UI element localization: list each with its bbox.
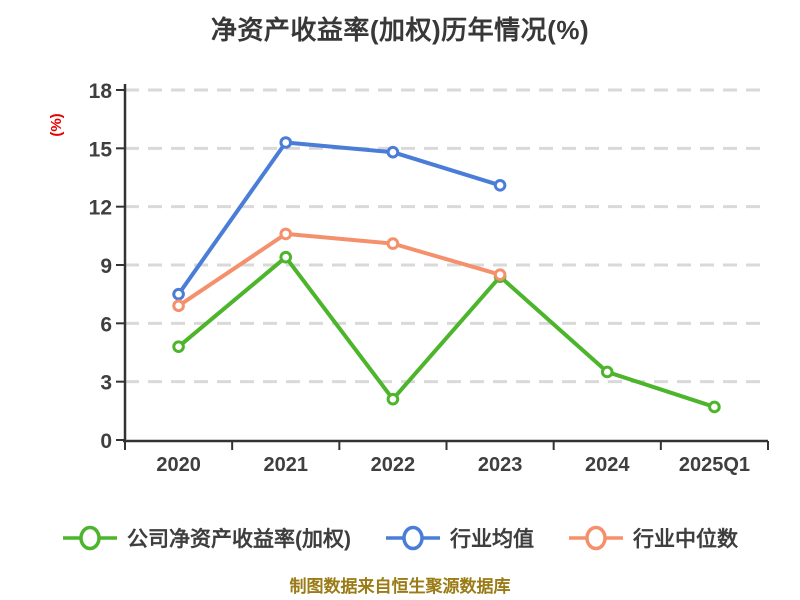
legend-item-company: 公司净资产收益率(加权) bbox=[62, 523, 351, 553]
data-point-marker bbox=[493, 268, 507, 282]
legend-label-industry-mean: 行业均值 bbox=[450, 528, 534, 551]
legend-item-industry-mean: 行业均值 bbox=[385, 523, 534, 553]
y-axis-unit-label: (%) bbox=[48, 113, 65, 136]
y-tick-label: 15 bbox=[89, 138, 113, 161]
data-point-marker bbox=[279, 136, 293, 149]
x-tick-label: 2025Q1 bbox=[679, 454, 750, 476]
data-point-marker bbox=[172, 340, 185, 353]
x-tick-label: 2020 bbox=[156, 454, 201, 476]
data-point-marker bbox=[600, 365, 614, 379]
y-tick-label: 6 bbox=[100, 313, 112, 336]
x-tick-label: 2023 bbox=[478, 454, 523, 476]
data-point-marker bbox=[172, 299, 185, 313]
y-tick-label: 0 bbox=[100, 430, 112, 453]
x-tick-label: 2021 bbox=[264, 454, 309, 476]
legend-marker-company-icon bbox=[63, 525, 117, 551]
y-tick-label: 9 bbox=[100, 255, 112, 278]
data-point-marker bbox=[279, 227, 293, 241]
data-point-marker bbox=[279, 250, 293, 264]
y-tick-label: 18 bbox=[89, 80, 113, 103]
legend-item-industry-median: 行业中位数 bbox=[568, 523, 738, 553]
legend-label-industry-median: 行业中位数 bbox=[633, 528, 738, 551]
x-tick-label: 2024 bbox=[585, 454, 630, 476]
data-point-marker bbox=[172, 287, 185, 301]
data-source-caption: 制图数据来自恒生聚源数据库 bbox=[289, 577, 511, 596]
series-line-1 bbox=[176, 140, 503, 297]
data-point-marker bbox=[708, 400, 721, 414]
data-point-marker bbox=[493, 178, 507, 192]
data-point-marker bbox=[386, 392, 400, 406]
y-tick-label: 3 bbox=[100, 372, 112, 395]
legend-label-company: 公司净资产收益率(加权) bbox=[127, 528, 351, 551]
series-line-0 bbox=[176, 255, 717, 409]
legend: 公司净资产收益率(加权) 行业均值 行业中位数 bbox=[0, 518, 800, 558]
data-point-marker bbox=[386, 237, 400, 250]
y-tick-label: 12 bbox=[89, 197, 112, 220]
legend-marker-industry-median-icon bbox=[569, 525, 623, 551]
series-line-2 bbox=[176, 231, 503, 308]
chart-title: 净资产收益率(加权)历年情况(%) bbox=[210, 15, 590, 45]
x-tick-label: 2022 bbox=[371, 454, 416, 476]
legend-marker-industry-mean-icon bbox=[386, 525, 440, 551]
data-point-marker bbox=[386, 145, 400, 159]
